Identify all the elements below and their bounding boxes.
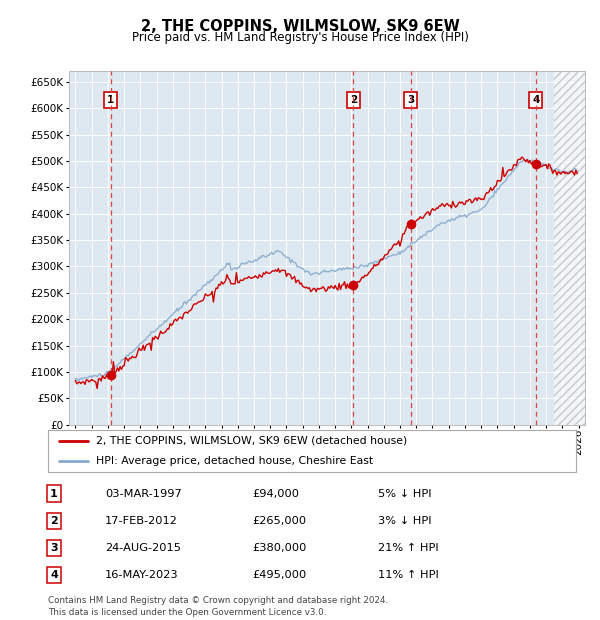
Text: 2: 2 [350,95,357,105]
Text: 17-FEB-2012: 17-FEB-2012 [105,516,178,526]
Bar [554,71,585,425]
Text: 03-MAR-1997: 03-MAR-1997 [105,489,182,498]
Text: £94,000: £94,000 [252,489,299,498]
Text: 16-MAY-2023: 16-MAY-2023 [105,570,179,580]
Text: 1: 1 [50,489,58,498]
Text: 4: 4 [532,95,539,105]
Text: 21% ↑ HPI: 21% ↑ HPI [378,543,439,553]
Text: 5% ↓ HPI: 5% ↓ HPI [378,489,431,498]
Text: 2, THE COPPINS, WILMSLOW, SK9 6EW: 2, THE COPPINS, WILMSLOW, SK9 6EW [140,19,460,33]
Text: 4: 4 [50,570,58,580]
Text: HPI: Average price, detached house, Cheshire East: HPI: Average price, detached house, Ches… [95,456,373,466]
Text: 3: 3 [50,543,58,553]
Text: 2, THE COPPINS, WILMSLOW, SK9 6EW (detached house): 2, THE COPPINS, WILMSLOW, SK9 6EW (detac… [95,436,407,446]
Text: £495,000: £495,000 [252,570,306,580]
Text: 24-AUG-2015: 24-AUG-2015 [105,543,181,553]
Text: £265,000: £265,000 [252,516,306,526]
Text: Price paid vs. HM Land Registry's House Price Index (HPI): Price paid vs. HM Land Registry's House … [131,31,469,44]
Text: 2: 2 [50,516,58,526]
Text: £380,000: £380,000 [252,543,307,553]
Text: 3: 3 [407,95,414,105]
Text: Contains HM Land Registry data © Crown copyright and database right 2024.
This d: Contains HM Land Registry data © Crown c… [48,596,388,617]
Text: 3% ↓ HPI: 3% ↓ HPI [378,516,431,526]
Text: 11% ↑ HPI: 11% ↑ HPI [378,570,439,580]
Text: 1: 1 [107,95,115,105]
